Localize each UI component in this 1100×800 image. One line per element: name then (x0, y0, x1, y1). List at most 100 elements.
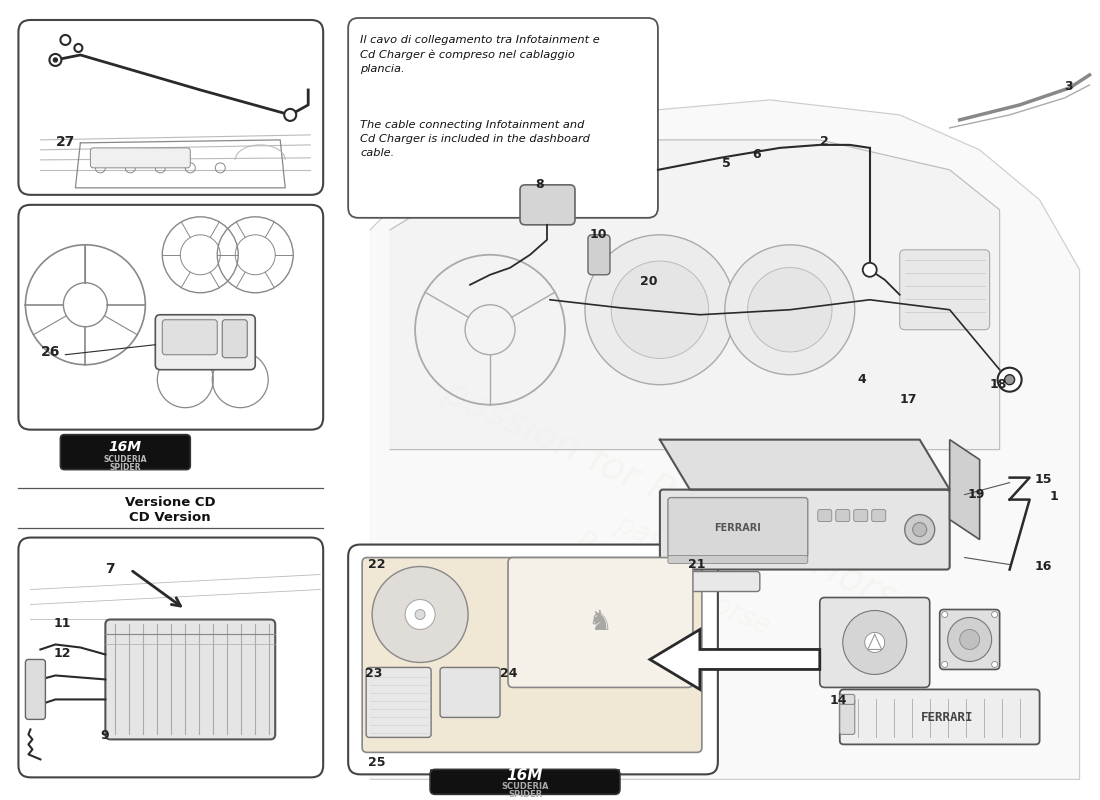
Text: 20: 20 (640, 274, 658, 288)
Circle shape (405, 599, 436, 630)
FancyBboxPatch shape (900, 250, 990, 330)
Polygon shape (949, 440, 980, 539)
Polygon shape (660, 440, 949, 490)
FancyBboxPatch shape (19, 538, 323, 778)
Text: passion for Prancing Horse: passion for Prancing Horse (436, 372, 924, 627)
FancyBboxPatch shape (871, 510, 886, 522)
FancyBboxPatch shape (854, 510, 868, 522)
Text: SPIDER: SPIDER (110, 463, 141, 472)
Circle shape (372, 566, 469, 662)
Text: CD Version: CD Version (130, 511, 211, 524)
Text: 19: 19 (968, 488, 984, 501)
FancyBboxPatch shape (430, 770, 620, 790)
FancyBboxPatch shape (440, 667, 500, 718)
FancyBboxPatch shape (349, 18, 658, 218)
FancyBboxPatch shape (155, 314, 255, 370)
Circle shape (725, 245, 855, 374)
Text: 9: 9 (100, 730, 109, 742)
FancyBboxPatch shape (508, 558, 693, 687)
Text: 8: 8 (535, 178, 543, 191)
Circle shape (415, 610, 425, 619)
Text: FERRARI: FERRARI (921, 711, 972, 724)
Circle shape (904, 514, 935, 545)
Text: 16M: 16M (507, 768, 543, 783)
Circle shape (913, 522, 926, 537)
Text: The cable connecting Infotainment and
Cd Charger is included in the dashboard
ca: The cable connecting Infotainment and Cd… (360, 120, 590, 158)
FancyBboxPatch shape (430, 770, 620, 794)
Circle shape (843, 610, 906, 674)
FancyBboxPatch shape (362, 558, 702, 752)
Text: 4: 4 (858, 373, 867, 386)
FancyBboxPatch shape (349, 545, 718, 774)
Circle shape (862, 262, 877, 277)
Circle shape (998, 368, 1022, 392)
Text: 1: 1 (1049, 490, 1058, 502)
Text: Versione CD: Versione CD (125, 496, 216, 509)
FancyBboxPatch shape (668, 555, 807, 563)
Text: 22: 22 (368, 558, 386, 570)
Circle shape (991, 611, 998, 618)
Text: 2: 2 (820, 135, 828, 148)
Circle shape (1004, 374, 1014, 385)
Text: 6: 6 (751, 148, 760, 161)
Text: 10: 10 (590, 228, 607, 241)
Text: 14: 14 (829, 694, 847, 707)
FancyBboxPatch shape (839, 694, 855, 705)
Circle shape (991, 662, 998, 667)
FancyBboxPatch shape (839, 699, 855, 734)
FancyBboxPatch shape (366, 667, 431, 738)
Text: 12: 12 (54, 647, 70, 661)
Circle shape (60, 35, 70, 45)
Polygon shape (370, 100, 1079, 779)
FancyBboxPatch shape (939, 610, 1000, 670)
Text: 16M: 16M (109, 440, 142, 454)
FancyBboxPatch shape (588, 235, 610, 274)
Text: passion for
Prancing Horse: passion for Prancing Horse (572, 498, 789, 642)
Circle shape (612, 261, 708, 358)
Text: Il cavo di collegamento tra Infotainment e
Cd Charger è compreso nel cablaggio
p: Il cavo di collegamento tra Infotainment… (360, 35, 600, 74)
Text: SPIDER: SPIDER (508, 790, 542, 799)
Text: SCUDERIA: SCUDERIA (103, 455, 147, 464)
Text: 27: 27 (55, 135, 75, 149)
Circle shape (865, 633, 884, 653)
Text: 23: 23 (365, 667, 383, 681)
FancyBboxPatch shape (839, 690, 1040, 744)
Circle shape (942, 611, 948, 618)
FancyBboxPatch shape (163, 320, 218, 354)
Text: ♞: ♞ (587, 609, 613, 637)
Text: 11: 11 (54, 618, 70, 630)
FancyBboxPatch shape (222, 320, 248, 358)
Text: 24: 24 (500, 667, 517, 681)
FancyBboxPatch shape (19, 205, 323, 430)
FancyBboxPatch shape (660, 490, 949, 570)
FancyBboxPatch shape (19, 20, 323, 195)
Circle shape (75, 44, 82, 52)
Text: 26: 26 (41, 345, 59, 358)
Text: SCUDERIA: SCUDERIA (502, 782, 549, 791)
Text: FERRARI: FERRARI (715, 522, 761, 533)
Circle shape (50, 54, 62, 66)
Circle shape (748, 267, 832, 352)
FancyBboxPatch shape (60, 434, 190, 470)
Text: 15: 15 (1035, 473, 1052, 486)
Circle shape (959, 630, 980, 650)
FancyBboxPatch shape (820, 598, 930, 687)
Polygon shape (390, 140, 1000, 450)
Text: 5: 5 (722, 157, 730, 170)
FancyBboxPatch shape (520, 185, 575, 225)
FancyBboxPatch shape (836, 510, 850, 522)
Text: 18: 18 (990, 378, 1006, 390)
Circle shape (54, 58, 57, 62)
Text: 25: 25 (368, 756, 386, 770)
FancyBboxPatch shape (668, 498, 807, 558)
FancyBboxPatch shape (817, 510, 832, 522)
Circle shape (284, 109, 296, 121)
FancyBboxPatch shape (25, 659, 45, 719)
Circle shape (948, 618, 991, 662)
Circle shape (942, 662, 948, 667)
Text: 7: 7 (106, 562, 116, 575)
Text: 16: 16 (1035, 559, 1052, 573)
Circle shape (585, 235, 735, 385)
Polygon shape (650, 630, 820, 690)
FancyBboxPatch shape (106, 619, 275, 739)
